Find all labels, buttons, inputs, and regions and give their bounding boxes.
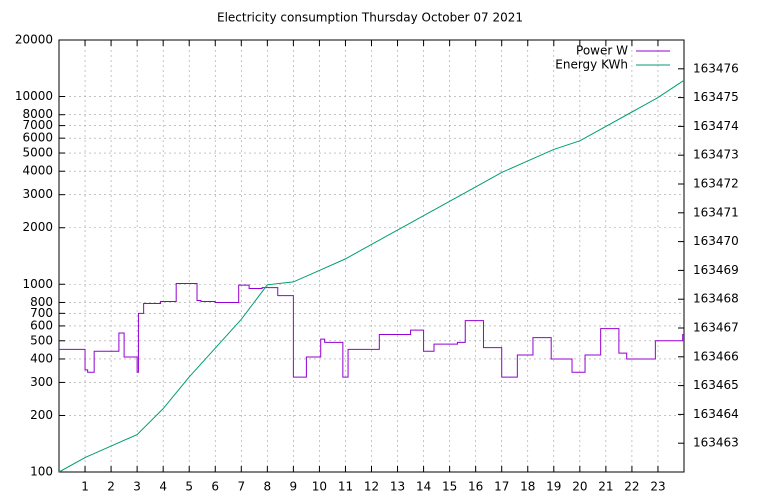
y-tick-label: 500 [30,333,53,347]
y2-tick-label: 163473 [693,148,739,162]
y2-tick-label: 163463 [693,436,739,450]
y2-tick-label: 163475 [693,90,739,104]
x-tick-label: 7 [237,480,245,494]
x-tick-label: 21 [598,480,613,494]
y2-tick-label: 163467 [693,321,739,335]
x-tick-label: 19 [546,480,561,494]
y-tick-label: 200 [30,408,53,422]
x-tick-label: 23 [650,480,665,494]
x-tick-label: 5 [185,480,193,494]
x-tick-label: 15 [442,480,457,494]
y-tick-label: 800 [30,295,53,309]
x-tick-label: 22 [624,480,639,494]
x-tick-label: 12 [364,480,379,494]
y-tick-label: 10000 [15,89,53,103]
x-tick-label: 10 [312,480,327,494]
legend-label: Power W [576,44,628,58]
x-tick-label: 20 [572,480,587,494]
y2-tick-label: 163470 [693,234,739,248]
x-tick-label: 6 [211,480,219,494]
x-tick-label: 17 [494,480,509,494]
y-tick-label: 400 [30,351,53,365]
y-tick-label: 7000 [22,118,53,132]
y2-tick-label: 163468 [693,292,739,306]
chart-title: Electricity consumption Thursday October… [217,11,523,25]
x-tick-label: 3 [133,480,141,494]
legend-label: Energy KWh [555,58,628,72]
y2-tick-label: 163469 [693,263,739,277]
x-tick-label: 14 [416,480,431,494]
x-tick-label: 13 [390,480,405,494]
y-tick-label: 700 [30,306,53,320]
y-tick-label: 3000 [22,187,53,201]
series-line [58,79,685,473]
y-tick-label: 600 [30,318,53,332]
y-tick-label: 20000 [15,33,53,47]
x-tick-label: 16 [468,480,483,494]
x-tick-label: 1 [81,480,89,494]
y-tick-label: 4000 [22,164,53,178]
x-tick-label: 2 [107,480,115,494]
x-tick-label: 18 [520,480,535,494]
y-tick-label: 5000 [22,146,53,160]
y-tick-label: 1000 [22,277,53,291]
x-tick-label: 9 [290,480,298,494]
y2-tick-label: 163466 [693,349,739,363]
series-line [59,282,684,378]
x-tick-label: 8 [264,480,272,494]
y2-tick-label: 163471 [693,205,739,219]
x-tick-label: 11 [338,480,353,494]
y2-tick-label: 163465 [693,378,739,392]
y-tick-label: 100 [30,465,53,479]
y-tick-label: 300 [30,375,53,389]
y-tick-label: 6000 [22,131,53,145]
y-tick-label: 8000 [22,107,53,121]
y-tick-label: 2000 [22,220,53,234]
plot-border [58,39,685,473]
y2-tick-label: 163464 [693,407,739,421]
y2-tick-label: 163472 [693,177,739,191]
y2-tick-label: 163476 [693,61,739,75]
x-tick-label: 4 [159,480,167,494]
y2-tick-label: 163474 [693,119,739,133]
